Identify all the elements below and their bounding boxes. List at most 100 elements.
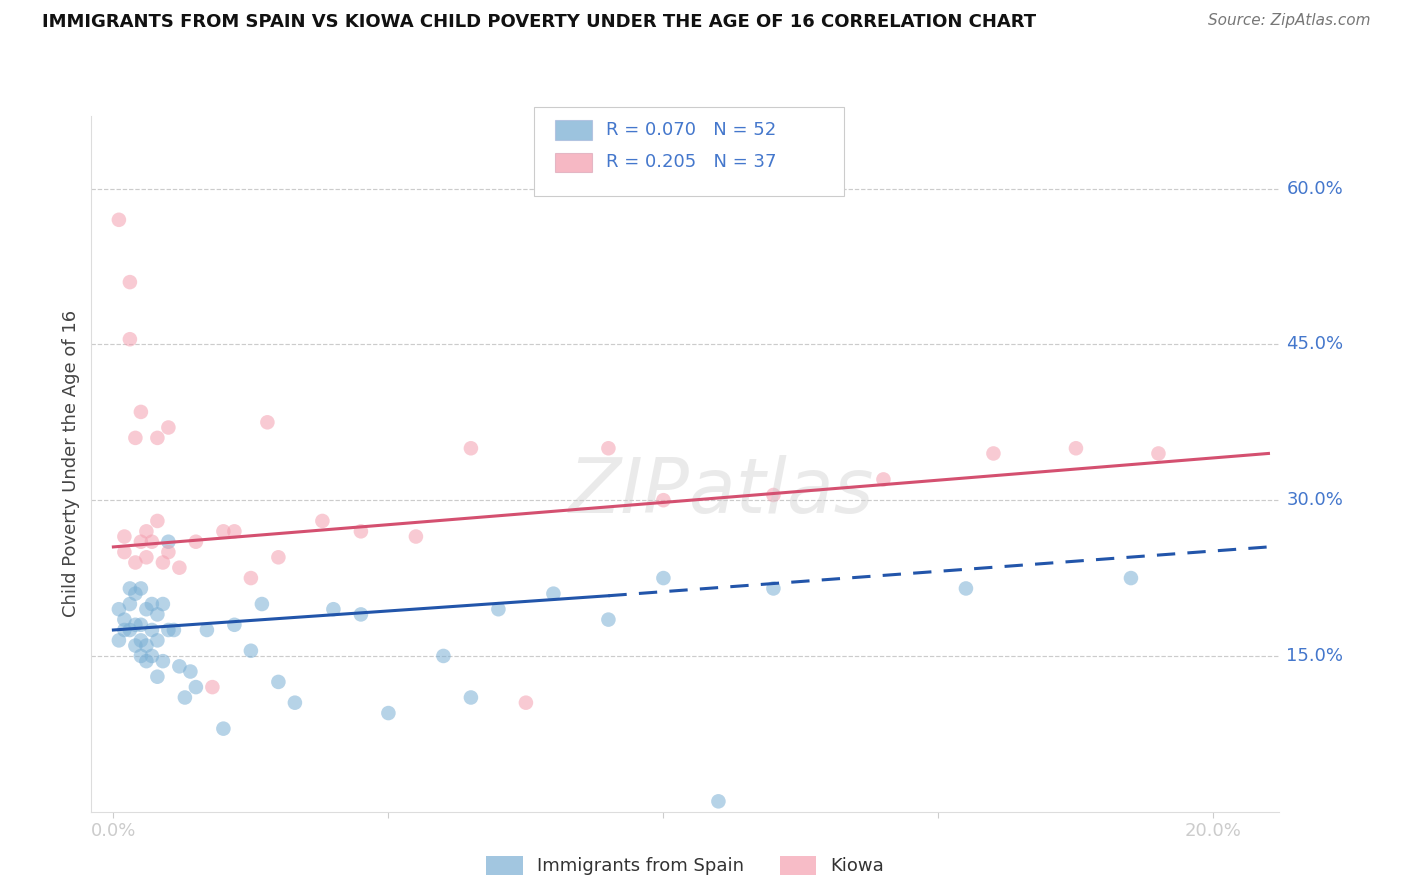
Point — [1119, 571, 1142, 585]
Point — [169, 560, 191, 574]
Point — [224, 617, 246, 632]
Point — [129, 648, 152, 663]
Text: IMMIGRANTS FROM SPAIN VS KIOWA CHILD POVERTY UNDER THE AGE OF 16 CORRELATION CHA: IMMIGRANTS FROM SPAIN VS KIOWA CHILD POV… — [42, 13, 1036, 31]
Point — [322, 602, 344, 616]
Point — [129, 617, 152, 632]
Point — [955, 582, 977, 596]
Point — [432, 648, 454, 663]
Point — [141, 648, 163, 663]
Point — [124, 617, 146, 632]
Point — [108, 602, 131, 616]
Point — [872, 472, 894, 486]
Point — [460, 442, 482, 456]
Point — [212, 722, 235, 736]
Point — [124, 556, 146, 570]
Point — [146, 670, 169, 684]
Point — [256, 415, 278, 429]
Point — [118, 275, 141, 289]
Point — [135, 602, 157, 616]
Point — [195, 623, 218, 637]
Point — [112, 545, 135, 559]
Point — [146, 607, 169, 622]
Point — [350, 607, 373, 622]
Point — [377, 706, 399, 720]
Point — [112, 529, 135, 543]
Point — [267, 550, 290, 565]
Point — [135, 639, 157, 653]
Text: ZIPatlas: ZIPatlas — [568, 455, 873, 529]
Text: R = 0.070   N = 52: R = 0.070 N = 52 — [606, 121, 776, 139]
Point — [405, 529, 427, 543]
Legend: Immigrants from Spain, Kiowa: Immigrants from Spain, Kiowa — [479, 849, 891, 883]
Text: 30.0%: 30.0% — [1286, 491, 1343, 509]
Point — [124, 639, 146, 653]
Point — [598, 613, 620, 627]
Text: R = 0.205   N = 37: R = 0.205 N = 37 — [606, 153, 776, 171]
Point — [1064, 442, 1087, 456]
Point — [184, 680, 207, 694]
Point — [108, 212, 131, 227]
Point — [108, 633, 131, 648]
Point — [174, 690, 197, 705]
Point — [652, 571, 675, 585]
Point — [762, 488, 785, 502]
Point — [239, 644, 262, 658]
Point — [652, 493, 675, 508]
Point — [141, 623, 163, 637]
Point — [157, 623, 180, 637]
Point — [112, 623, 135, 637]
Point — [460, 690, 482, 705]
Point — [543, 587, 565, 601]
Point — [146, 431, 169, 445]
Point — [141, 597, 163, 611]
Point — [179, 665, 201, 679]
Point — [118, 597, 141, 611]
Point — [118, 332, 141, 346]
Point — [212, 524, 235, 539]
Point — [152, 654, 174, 668]
Point — [124, 431, 146, 445]
Text: Source: ZipAtlas.com: Source: ZipAtlas.com — [1208, 13, 1371, 29]
Point — [267, 674, 290, 689]
Point — [135, 550, 157, 565]
Point — [515, 696, 537, 710]
Point — [184, 534, 207, 549]
Point — [983, 446, 1005, 460]
Point — [129, 405, 152, 419]
Point — [486, 602, 509, 616]
Point — [146, 514, 169, 528]
Point — [135, 524, 157, 539]
Point — [163, 623, 186, 637]
Point — [598, 442, 620, 456]
Point — [118, 582, 141, 596]
Point — [157, 420, 180, 434]
Point — [157, 545, 180, 559]
Point — [112, 613, 135, 627]
Point — [224, 524, 246, 539]
Point — [350, 524, 373, 539]
Point — [201, 680, 224, 694]
Point — [284, 696, 307, 710]
Text: 45.0%: 45.0% — [1286, 335, 1344, 353]
Point — [129, 534, 152, 549]
Point — [169, 659, 191, 673]
Point — [239, 571, 262, 585]
Point — [250, 597, 273, 611]
Point — [135, 654, 157, 668]
Point — [707, 794, 730, 808]
Point — [141, 534, 163, 549]
Point — [762, 582, 785, 596]
Point — [129, 633, 152, 648]
Point — [146, 633, 169, 648]
Text: 15.0%: 15.0% — [1286, 647, 1344, 665]
Point — [152, 597, 174, 611]
Point — [118, 623, 141, 637]
Y-axis label: Child Poverty Under the Age of 16: Child Poverty Under the Age of 16 — [62, 310, 80, 617]
Text: 60.0%: 60.0% — [1286, 179, 1343, 198]
Point — [157, 534, 180, 549]
Point — [129, 582, 152, 596]
Point — [152, 556, 174, 570]
Point — [1147, 446, 1170, 460]
Point — [311, 514, 333, 528]
Point — [124, 587, 146, 601]
